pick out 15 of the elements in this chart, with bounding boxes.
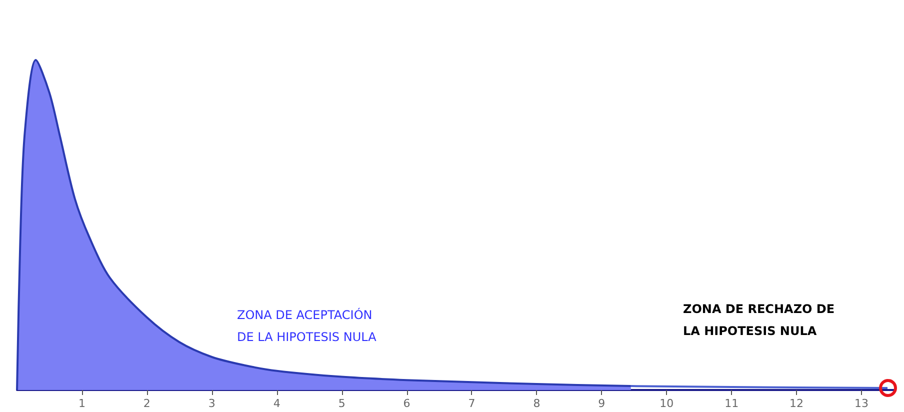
x-tick-label: 9	[598, 397, 606, 410]
x-tick-label: 3	[208, 397, 216, 410]
x-tick-label: 12	[790, 397, 804, 410]
x-tick-label: 8	[533, 397, 540, 410]
x-tick-label: 2	[143, 397, 150, 410]
x-tick-label: 1	[78, 397, 86, 410]
x-tick-label: 11	[724, 397, 739, 410]
x-tick-label: 4	[273, 397, 280, 410]
x-tick-label: 7	[468, 397, 476, 410]
x-tick-label: 13	[854, 397, 869, 410]
annotation: ZONA DE RECHAZO DE LA HIPOTESIS NULA	[683, 302, 835, 338]
x-tick-label: 10	[660, 397, 674, 410]
x-tick-label: 6	[403, 397, 410, 410]
x-tick-label: 5	[338, 397, 346, 410]
annotation: ZONA DE ACEPTACIÓN DE LA HIPOTESIS NULA	[237, 307, 378, 344]
